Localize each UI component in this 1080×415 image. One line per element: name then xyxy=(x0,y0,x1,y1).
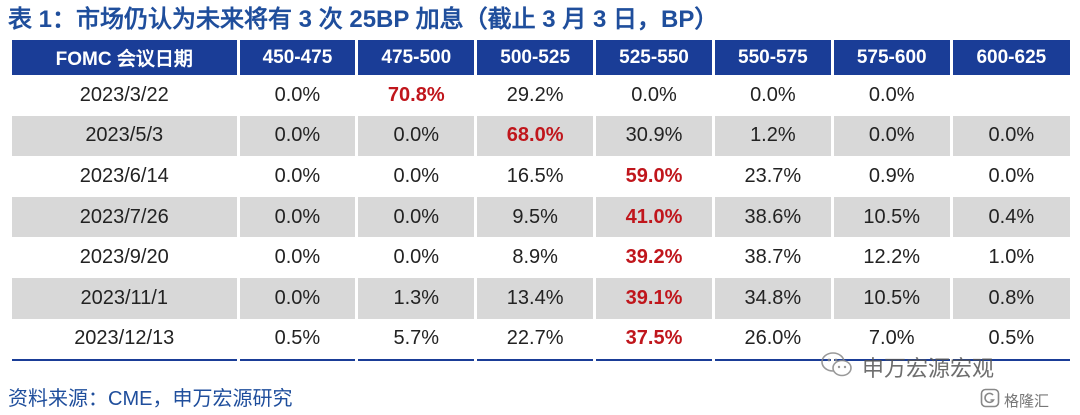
table-row: 2023/3/22 0.0% 70.8% 29.2% 0.0% 0.0% 0.0… xyxy=(12,75,1071,116)
watermark-brand-name: 格隆汇 xyxy=(1004,392,1050,410)
probability-cell: 26.0% xyxy=(711,318,833,362)
table-row: 2023/5/3 0.0% 0.0% 68.0% 30.9% 1.2% 0.0%… xyxy=(12,115,1071,157)
probability-cell: 0.0% xyxy=(236,115,357,157)
probability-cell: 10.5% xyxy=(830,196,952,238)
probability-cell: 0.5% xyxy=(236,318,357,362)
table-row: 2023/9/20 0.0% 0.0% 8.9% 39.2% 38.7% 12.… xyxy=(12,237,1071,278)
probability-cell: 38.6% xyxy=(711,196,833,238)
probability-cell: 34.8% xyxy=(711,277,833,319)
probability-cell: 10.5% xyxy=(830,277,952,319)
probability-cell: 39.2% xyxy=(593,237,714,278)
probability-cell: 0.9% xyxy=(830,156,952,197)
meeting-date-cell: 2023/9/20 xyxy=(79,246,169,269)
probability-cell: 0.8% xyxy=(949,277,1071,319)
table-row: 2023/7/26 0.0% 0.0% 9.5% 41.0% 38.6% 10.… xyxy=(12,196,1071,238)
probability-cell: 38.7% xyxy=(711,237,833,278)
probability-cell: 16.5% xyxy=(474,156,595,197)
brand-watermark: 格隆汇 xyxy=(980,388,1049,412)
probability-cell xyxy=(949,75,1071,116)
probability-cell: 0.0% xyxy=(355,156,476,197)
table-header-row: FOMC 会议日期 450-475 475-500 500-525 525-55… xyxy=(12,40,1071,75)
probability-cell: 0.0% xyxy=(355,115,476,157)
glh-logo-icon xyxy=(980,388,1000,413)
probability-cell: 0.4% xyxy=(949,196,1071,238)
probability-cell: 1.0% xyxy=(949,237,1071,278)
probability-cell: 0.0% xyxy=(236,156,357,197)
probability-cell: 70.8% xyxy=(355,75,476,116)
wechat-watermark: 申万宏源宏观 xyxy=(820,347,1076,387)
probability-cell: 29.2% xyxy=(474,75,595,116)
header-range-600-625: 600-625 xyxy=(949,40,1071,75)
header-range-575-600: 575-600 xyxy=(830,40,952,75)
header-range-450-475: 450-475 xyxy=(236,40,357,75)
meeting-date-cell: 2023/12/13 xyxy=(12,318,238,362)
probability-cell: 0.0% xyxy=(949,156,1071,197)
meeting-date-cell: 2023/11/1 xyxy=(12,277,238,319)
header-range-525-550: 525-550 xyxy=(593,40,714,75)
header-range-475-500: 475-500 xyxy=(355,40,476,75)
probability-cell: 0.0% xyxy=(593,75,714,116)
meeting-date-cell: 2023/5/3 xyxy=(12,115,238,157)
probability-cell: 59.0% xyxy=(593,156,714,197)
probability-cell: 1.3% xyxy=(355,277,476,319)
wechat-icon xyxy=(820,350,854,385)
probability-cell: 41.0% xyxy=(593,196,714,238)
probability-cell: 0.0% xyxy=(711,75,833,116)
probability-cell: 0.0% xyxy=(949,115,1071,157)
probability-cell: 0.0% xyxy=(236,75,357,116)
probability-cell: 37.5% xyxy=(593,318,714,362)
watermark-account-name: 申万宏源宏观 xyxy=(862,356,995,381)
header-meeting-date: FOMC 会议日期 xyxy=(12,40,238,75)
meeting-date-cell: 2023/7/26 xyxy=(12,196,238,238)
probability-cell: 0.0% xyxy=(236,196,357,238)
probability-cell: 5.7% xyxy=(355,318,476,362)
probability-cell: 8.9% xyxy=(474,237,595,278)
probability-cell: 0.0% xyxy=(830,115,952,157)
probability-cell: 0.0% xyxy=(355,237,476,278)
table-row: 2023/12/13 0.5% 5.7% 22.7% 37.5% 26.0% 7… xyxy=(12,318,1071,362)
meeting-date-cell: 2023/3/22 xyxy=(79,83,169,106)
probability-cell: 0.5% xyxy=(949,318,1071,362)
probability-cell: 1.2% xyxy=(711,115,833,157)
probability-cell: 68.0% xyxy=(474,115,595,157)
probability-cell: 0.0% xyxy=(355,196,476,238)
probability-cell: 13.4% xyxy=(474,277,595,319)
header-range-550-575: 550-575 xyxy=(711,40,833,75)
table-row: 2023/11/1 0.0% 1.3% 13.4% 39.1% 34.8% 10… xyxy=(12,277,1071,319)
probability-cell: 22.7% xyxy=(474,318,595,362)
probability-cell: 9.5% xyxy=(474,196,595,238)
probability-cell: 0.0% xyxy=(236,277,357,319)
rate-probability-table: FOMC 会议日期 450-475 475-500 500-525 525-55… xyxy=(12,40,1071,362)
probability-cell: 7.0% xyxy=(830,318,952,362)
probability-cell: 23.7% xyxy=(711,156,833,197)
table-title: 表 1：市场仍认为未来将有 3 次 25BP 加息（截止 3 月 3 日，BP） xyxy=(8,6,719,33)
probability-cell: 12.2% xyxy=(830,237,952,278)
probability-cell: 0.0% xyxy=(830,75,952,116)
table-row: 2023/6/14 0.0% 0.0% 16.5% 59.0% 23.7% 0.… xyxy=(12,156,1071,197)
probability-cell: 30.9% xyxy=(593,115,714,157)
meeting-date-cell: 2023/6/14 xyxy=(79,164,169,187)
probability-cell: 39.1% xyxy=(593,277,714,319)
header-range-500-525: 500-525 xyxy=(474,40,595,75)
probability-cell: 0.0% xyxy=(236,237,357,278)
source-note: 资料来源：CME，申万宏源研究 xyxy=(8,388,293,410)
